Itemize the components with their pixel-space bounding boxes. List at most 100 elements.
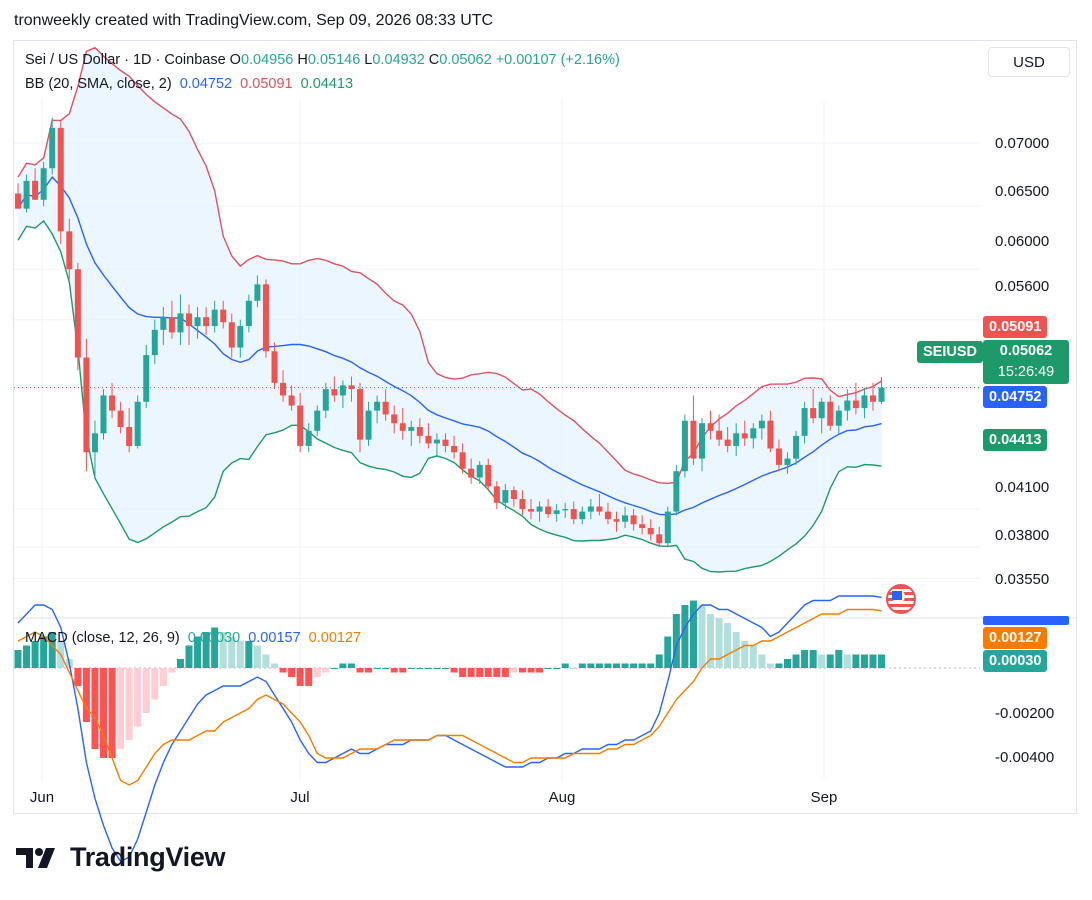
candle-body bbox=[502, 490, 509, 503]
candle-body bbox=[758, 420, 765, 429]
macd-histogram-bar bbox=[852, 654, 860, 668]
bb-basis-value: 0.04752 bbox=[179, 76, 233, 92]
close-label: C bbox=[428, 52, 440, 68]
candle-body bbox=[57, 127, 64, 232]
high-label: H bbox=[297, 52, 308, 68]
candle-body bbox=[733, 433, 740, 446]
macd-histogram-bar bbox=[647, 663, 655, 668]
macd-line bbox=[17, 595, 882, 863]
macd-histogram-bar bbox=[305, 668, 313, 686]
symbol-price-tag: SEIUSD bbox=[917, 341, 983, 363]
macd-histogram-bar bbox=[168, 668, 176, 673]
macd-histogram-bar bbox=[749, 645, 757, 668]
last-price-tag: 0.05062 15:26:49 bbox=[983, 340, 1069, 384]
candle-body bbox=[237, 326, 244, 348]
macd-histogram-bar bbox=[117, 668, 125, 749]
change-value: +0.00107 (+2.16%) bbox=[495, 52, 620, 68]
macd-histogram-bar bbox=[484, 668, 492, 677]
candle-body bbox=[280, 382, 287, 396]
macd-histogram-bar bbox=[510, 668, 518, 673]
macd-hist-price-tag: 0.00030 bbox=[983, 650, 1048, 672]
candle-body bbox=[305, 430, 312, 446]
macd-histogram-bar bbox=[630, 663, 638, 668]
time-axis-tick-label: Aug bbox=[549, 789, 576, 806]
macd-histogram-bar bbox=[330, 668, 338, 669]
candle-body bbox=[391, 414, 398, 424]
candle-body bbox=[528, 509, 534, 512]
candle-body bbox=[357, 389, 363, 440]
macd-histogram-bar bbox=[236, 641, 244, 668]
macd-histogram-bar bbox=[698, 605, 706, 668]
candle-body bbox=[870, 395, 876, 402]
candle-body bbox=[553, 510, 560, 515]
macd-histogram-bar bbox=[194, 636, 202, 668]
macd-histogram-bar bbox=[741, 641, 749, 668]
macd-histogram-bar bbox=[313, 668, 321, 677]
footer-brand: TradingView bbox=[16, 842, 226, 873]
candle-body bbox=[74, 269, 81, 358]
bb-upper-price-tag: 0.05091 bbox=[983, 316, 1048, 338]
macd-histogram-bar bbox=[322, 668, 330, 673]
candle-body bbox=[852, 400, 859, 409]
macd-histogram-bar bbox=[202, 632, 210, 668]
macd-histogram-bar bbox=[587, 663, 595, 668]
candle-body bbox=[211, 309, 218, 327]
macd-histogram-bar bbox=[835, 650, 843, 668]
macd-histogram-bar bbox=[775, 663, 783, 668]
last-price-value: 0.05062 bbox=[999, 343, 1053, 359]
candle-body bbox=[49, 127, 56, 169]
macd-histogram-bar bbox=[544, 668, 552, 669]
candle-body bbox=[143, 355, 150, 402]
price-axis-tick-label: 0.03800 bbox=[995, 527, 1049, 544]
candle-body bbox=[784, 458, 791, 465]
macd-histogram-bar bbox=[843, 654, 851, 668]
macd-histogram-bar bbox=[459, 668, 467, 677]
macd-histogram-bar bbox=[228, 636, 236, 668]
macd-histogram-bar bbox=[578, 663, 586, 668]
price-axis-tick-label: 0.03550 bbox=[995, 571, 1049, 588]
macd-histogram-bar bbox=[818, 654, 826, 668]
macd-histogram-bar bbox=[288, 668, 296, 677]
candle-body bbox=[716, 430, 723, 440]
open-value: 0.04956 bbox=[240, 52, 294, 68]
chart-frame bbox=[13, 40, 1077, 814]
candle-body bbox=[775, 448, 782, 465]
macd-histogram-bar bbox=[442, 668, 449, 669]
low-label: L bbox=[364, 52, 373, 68]
candle-body bbox=[750, 428, 757, 439]
macd-histogram-bar bbox=[433, 668, 441, 669]
macd-histogram-bar bbox=[553, 668, 561, 669]
macd-histogram-bar bbox=[450, 668, 458, 673]
candle-body bbox=[220, 309, 227, 323]
candle-body bbox=[604, 511, 611, 520]
candle-body bbox=[262, 284, 269, 352]
candle-body bbox=[23, 180, 30, 209]
macd-histogram-bar bbox=[100, 668, 107, 758]
macd-histogram-bar bbox=[681, 605, 689, 668]
macd-histogram-bar bbox=[766, 663, 774, 668]
candle-body bbox=[622, 515, 629, 522]
candle-body bbox=[408, 427, 415, 431]
candle-body bbox=[331, 389, 338, 396]
macd-histogram-bar bbox=[142, 668, 150, 713]
macd-histogram-bar bbox=[373, 668, 381, 669]
macd-line-price-tag-partial bbox=[983, 616, 1069, 625]
candle-body bbox=[681, 420, 688, 472]
macd-histogram-bar bbox=[253, 645, 261, 668]
macd-histogram-bar bbox=[339, 663, 347, 668]
us-flag-icon[interactable] bbox=[886, 584, 916, 614]
macd-histogram-bar bbox=[390, 668, 398, 673]
candle-body bbox=[83, 357, 90, 453]
macd-signal-price-tag: 0.00127 bbox=[983, 627, 1048, 649]
candle-body bbox=[442, 439, 449, 446]
candle-body bbox=[425, 435, 432, 444]
candle-body bbox=[690, 420, 697, 459]
currency-selector-button[interactable]: USD bbox=[988, 47, 1070, 77]
macd-histogram-bar bbox=[23, 645, 31, 668]
candle-body bbox=[810, 408, 817, 419]
candle-body bbox=[536, 506, 543, 512]
macd-histogram-bar bbox=[604, 663, 612, 668]
macd-histogram-bar bbox=[758, 654, 766, 668]
candle-body bbox=[664, 511, 671, 544]
